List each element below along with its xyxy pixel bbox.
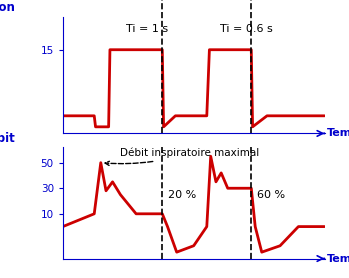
Text: Temps: Temps xyxy=(327,128,349,138)
Y-axis label: Débit: Débit xyxy=(0,132,16,145)
Text: Ti = 1 s: Ti = 1 s xyxy=(126,24,168,34)
Text: 20 %: 20 % xyxy=(168,190,196,200)
Y-axis label: Pression: Pression xyxy=(0,1,16,14)
Text: Débit inspiratoire maximal: Débit inspiratoire maximal xyxy=(105,148,260,165)
Text: Temps: Temps xyxy=(327,254,349,264)
Text: Ti = 0.6 s: Ti = 0.6 s xyxy=(220,24,273,34)
Text: 60 %: 60 % xyxy=(257,190,285,200)
